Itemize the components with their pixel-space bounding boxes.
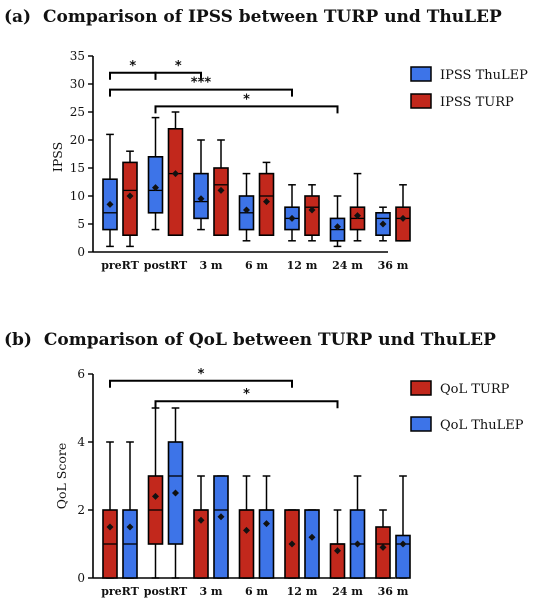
box-iqr [304, 195, 320, 237]
panel-a: (a) Comparison of IPSS between TURP und … [4, 7, 528, 272]
box-mean-marker [379, 543, 387, 551]
legend-swatch-qol-turp [410, 380, 432, 396]
y-tick-label: 10 [70, 189, 85, 203]
y-tick-label: 6 [77, 367, 85, 381]
panel-a-title: (a) Comparison of IPSS between TURP und … [4, 7, 502, 27]
box-mean-marker [399, 540, 407, 548]
significance-label: * [175, 59, 182, 74]
legend-swatch-ipss-thulep [410, 66, 432, 82]
significance-label: * [198, 367, 205, 382]
box-iqr [213, 475, 229, 579]
panel-b-y-axis-label: QoL Score [54, 443, 69, 510]
significance-bracket [154, 400, 339, 409]
significance-label: *** [191, 76, 212, 91]
box-mean-marker [172, 489, 179, 497]
box-iqr [304, 509, 320, 579]
significance-bracket [109, 379, 293, 388]
box-mean-marker [106, 523, 114, 531]
x-tick-label: 6 m [245, 585, 268, 598]
x-tick-label: 6 m [245, 259, 268, 272]
box-mean-marker [106, 200, 114, 208]
box-iqr [375, 526, 391, 579]
panel-a-legend: IPSS ThuLEP IPSS TURP [410, 66, 528, 110]
box-mean-marker [197, 516, 205, 524]
box-mean-marker [217, 186, 225, 194]
box-mean-marker [172, 170, 179, 178]
box-iqr [213, 167, 229, 236]
x-tick-label: postRT [144, 259, 188, 272]
significance-bracket [109, 88, 293, 97]
box-mean-marker [126, 192, 134, 200]
box-mean-marker [354, 540, 361, 548]
box-mean-marker [334, 547, 341, 555]
y-tick-label: 25 [70, 105, 85, 119]
x-tick-label: postRT [144, 585, 188, 598]
significance-label: * [243, 387, 250, 402]
y-tick-label: 20 [70, 133, 85, 147]
x-tick-label: 3 m [199, 585, 222, 598]
x-tick-label: preRT [101, 585, 139, 598]
panel-b-title-text: Comparison of QoL between TURP und ThuLE… [44, 330, 496, 350]
y-tick-label: 5 [77, 217, 85, 231]
panel-b-plot: 0 2 4 6 preRT postRT 3 m 6 m 12 m 24 m 36 m * * [77, 367, 411, 598]
legend-label-ipss-turp: IPSS TURP [440, 95, 514, 110]
box-iqr [238, 509, 255, 579]
x-tick-label: 24 m [332, 585, 363, 598]
panel-a-title-text: Comparison of IPSS between TURP und ThuL… [43, 7, 502, 27]
panel-b-title: (b) Comparison of QoL between TURP und T… [4, 330, 496, 350]
box-mean-marker [126, 523, 134, 531]
significance-label: * [243, 92, 250, 107]
box-mean-marker [379, 220, 387, 228]
panel-a-letter: (a) [4, 7, 31, 27]
box-iqr [395, 534, 411, 579]
box-mean-marker [217, 513, 225, 521]
box-mean-marker [308, 533, 316, 541]
legend-label-qol-thulep: QoL ThuLEP [440, 418, 524, 433]
box-mean-marker [288, 214, 296, 222]
significance-label: * [129, 59, 136, 74]
box-mean-marker [308, 206, 316, 214]
box-mean-marker [354, 212, 361, 220]
panel-a-y-axis-label: IPSS [50, 142, 65, 172]
x-tick-label: 12 m [287, 259, 318, 272]
box-mean-marker [197, 195, 205, 203]
legend-label-ipss-thulep: IPSS ThuLEP [440, 68, 528, 83]
panel-b: (b) Comparison of QoL between TURP und T… [4, 330, 524, 598]
y-tick-label: 0 [77, 571, 85, 585]
x-tick-label: 24 m [332, 259, 363, 272]
box-iqr [167, 128, 184, 237]
box-mean-marker [152, 492, 159, 500]
significance-bracket [154, 105, 339, 114]
box-mean-marker [243, 206, 250, 214]
y-tick-label: 30 [70, 77, 85, 91]
box-mean-marker [263, 520, 270, 528]
x-tick-label: 12 m [287, 585, 318, 598]
y-tick-label: 15 [70, 161, 85, 175]
box-mean-marker [334, 223, 341, 231]
panel-b-legend: QoL TURP QoL ThuLEP [410, 380, 524, 433]
significance-bracket [154, 71, 202, 80]
box-mean-marker [243, 526, 250, 534]
panel-b-letter: (b) [4, 330, 32, 350]
x-tick-label: 36 m [378, 259, 409, 272]
box-mean-marker [263, 198, 270, 206]
significance-bracket [109, 71, 157, 80]
x-tick-label: 3 m [199, 259, 222, 272]
box-mean-marker [399, 214, 407, 222]
panel-a-plot: 0 5 10 15 20 25 30 35 preRT postRT 3 m 6 m 12 m 24 m 3… [70, 49, 411, 272]
x-tick-label: 36 m [378, 585, 409, 598]
y-tick-label: 4 [77, 435, 85, 449]
box-mean-marker [152, 184, 159, 192]
legend-swatch-ipss-turp [410, 93, 432, 109]
y-tick-label: 2 [77, 503, 85, 517]
y-tick-label: 0 [77, 245, 85, 259]
legend-label-qol-turp: QoL TURP [440, 382, 510, 397]
box-mean-marker [288, 540, 296, 548]
legend-swatch-qol-thulep [410, 416, 432, 432]
box-iqr [395, 206, 411, 242]
x-tick-label: preRT [101, 259, 139, 272]
y-tick-label: 35 [70, 49, 85, 63]
